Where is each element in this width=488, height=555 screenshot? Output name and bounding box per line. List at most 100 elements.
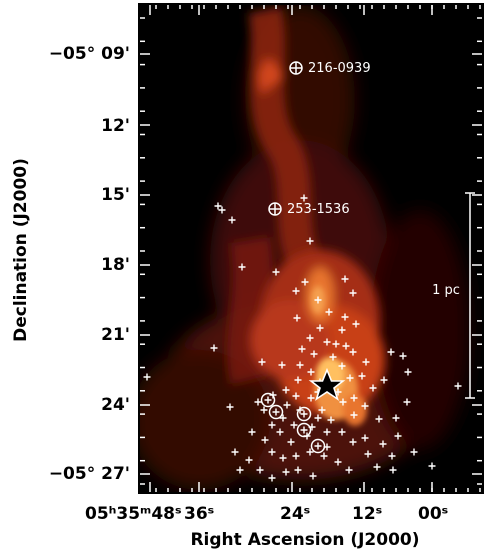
x-tick-labels: 05ʰ35ᵐ48ˢ 36ˢ 24ˢ 12ˢ 00ˢ — [85, 504, 448, 524]
young-star-marker — [309, 472, 317, 480]
y-axis-title: Declination (J2000) — [11, 158, 31, 342]
disk-marker — [260, 392, 276, 408]
young-star-marker — [403, 398, 411, 406]
young-star-marker — [387, 348, 395, 356]
y-tick-21: 21' — [101, 325, 130, 345]
young-star-marker — [296, 406, 304, 414]
source-label-253-1536: 253-1536 — [268, 202, 350, 217]
star-icon — [308, 367, 346, 401]
source-253-1536-text: 253-1536 — [287, 202, 350, 217]
young-star-marker — [404, 368, 412, 376]
young-star-marker — [362, 358, 370, 366]
young-star-marker — [314, 296, 322, 304]
young-star-marker — [361, 434, 369, 442]
young-star-marker — [272, 408, 280, 416]
young-star-marker — [346, 374, 354, 382]
young-star-marker — [272, 268, 280, 276]
young-star-marker — [290, 421, 298, 429]
young-star-marker — [314, 442, 322, 450]
young-star-marker — [294, 466, 302, 474]
young-star-marker — [338, 362, 346, 370]
x-tick-00s: 00ˢ — [418, 504, 448, 524]
young-star-marker — [236, 466, 244, 474]
young-star-marker — [268, 474, 276, 482]
young-star-marker — [454, 382, 462, 390]
young-star-marker — [329, 353, 337, 361]
y-tick-labels: −05° 09' 12' 15' 18' 21' 24' −05° 27' — [49, 44, 130, 484]
young-star-marker — [373, 463, 381, 471]
y-tick-12: 12' — [101, 116, 130, 136]
young-star-marker — [293, 314, 301, 322]
young-star-marker — [307, 394, 315, 402]
young-star-marker — [358, 372, 366, 380]
young-star-marker — [379, 440, 387, 448]
young-star-marker — [375, 415, 383, 423]
young-star-marker — [320, 452, 328, 460]
disk-marker — [296, 422, 312, 438]
young-star-marker — [278, 361, 286, 369]
young-star-marker — [349, 438, 357, 446]
young-star-marker — [352, 320, 360, 328]
young-star-marker — [210, 344, 218, 352]
young-star-marker — [228, 216, 236, 224]
plot-frame — [138, 3, 484, 494]
image-panel: 216-0939 253-1536 1 pc — [139, 4, 483, 493]
young-star-marker — [298, 345, 306, 353]
young-star-marker — [248, 428, 256, 436]
young-star-marker — [394, 432, 402, 440]
young-star-marker — [349, 289, 357, 297]
x-tick-12s: 12ˢ — [352, 504, 382, 524]
disk-marker — [268, 404, 284, 420]
young-star-marker — [341, 275, 349, 283]
young-star-marker — [283, 401, 291, 409]
young-star-marker — [282, 468, 290, 476]
young-star-marker — [323, 428, 331, 436]
young-star-marker — [350, 411, 358, 419]
young-star-marker — [306, 334, 314, 342]
young-star-marker — [327, 416, 335, 424]
young-star-marker — [268, 448, 276, 456]
y-tick-0909: −05° 09' — [49, 44, 130, 64]
young-star-marker — [428, 462, 436, 470]
young-star-marker — [399, 352, 407, 360]
young-star-marker — [306, 448, 314, 456]
young-star-marker — [349, 348, 357, 356]
young-star-marker — [214, 202, 222, 210]
young-star-marker — [310, 350, 318, 358]
young-star-marker — [306, 237, 314, 245]
scale-bar-text: 1 pc — [432, 283, 460, 298]
y-tick-0527: −05° 27' — [49, 464, 130, 484]
young-star-marker — [388, 452, 396, 460]
young-star-marker — [334, 458, 342, 466]
young-star-marker — [264, 396, 272, 404]
young-star-marker — [300, 426, 308, 434]
young-star-marker — [292, 287, 300, 295]
young-star-marker — [332, 340, 340, 348]
y-tick-24: 24' — [101, 395, 130, 415]
young-star-marker — [296, 361, 304, 369]
young-star-marker — [369, 384, 377, 392]
young-star-marker — [318, 406, 326, 414]
young-star-marker — [292, 452, 300, 460]
young-star-marker — [276, 428, 284, 436]
source-216-0939-text: 216-0939 — [308, 61, 371, 76]
disk-marker — [296, 406, 312, 422]
young-star-marker — [323, 338, 331, 346]
young-star-marker — [345, 466, 353, 474]
young-star-marker — [300, 410, 308, 418]
young-star-marker — [287, 438, 295, 446]
young-star-marker — [260, 406, 268, 414]
young-star-marker — [341, 313, 349, 321]
young-star-marker — [339, 398, 347, 406]
x-tick-48s: 05ʰ35ᵐ48ˢ — [85, 504, 181, 524]
young-star-marker — [254, 398, 262, 406]
young-star-marker — [338, 428, 346, 436]
y-tick-18: 18' — [101, 255, 130, 275]
young-star-marker — [361, 402, 369, 410]
young-star-marker — [258, 358, 266, 366]
young-star-marker — [245, 456, 253, 464]
young-star-marker — [342, 342, 350, 350]
young-star-marker — [314, 414, 322, 422]
young-star-marker — [238, 263, 246, 271]
